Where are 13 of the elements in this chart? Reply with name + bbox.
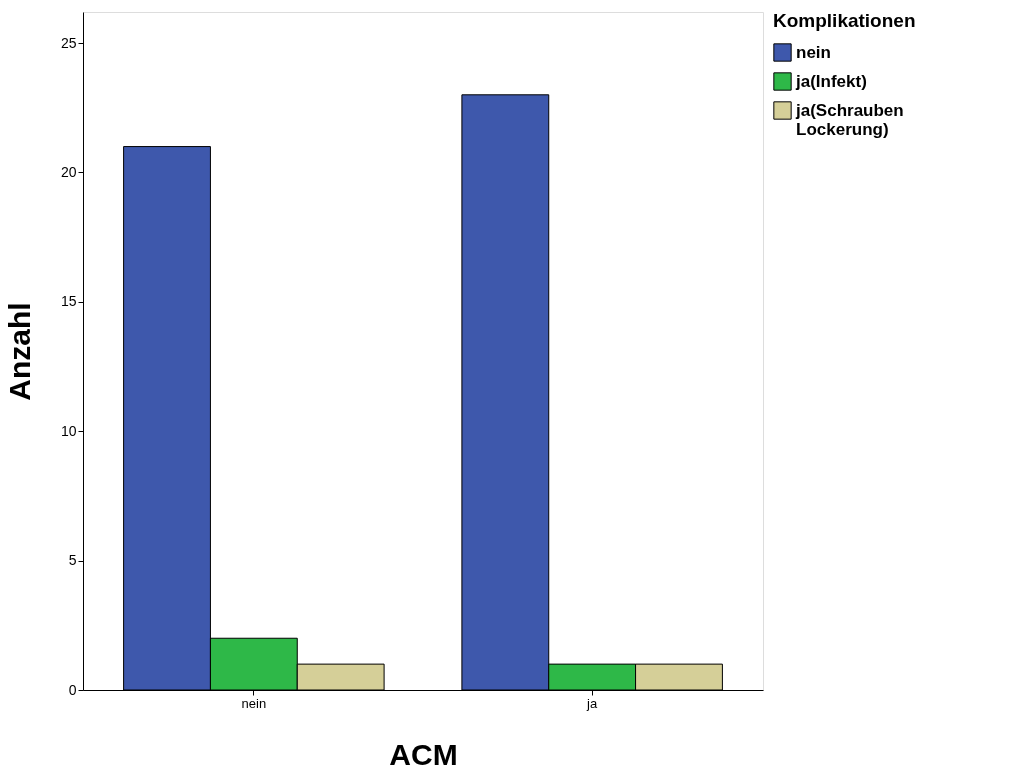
legend-label: ja(Schrauben Lockerung): [795, 100, 904, 139]
y-tick-label: 15: [60, 293, 77, 310]
legend-label: nein: [796, 42, 831, 62]
y-tick-label: 0: [68, 681, 77, 698]
y-tick-label: 20: [60, 163, 77, 180]
legend-label: ja(Infekt): [795, 71, 867, 91]
x-tick-label: ja: [586, 695, 598, 711]
y-tick-label: 25: [60, 34, 77, 51]
legend-title: Komplikationen: [773, 10, 916, 31]
y-axis-title: Anzahl: [2, 302, 36, 401]
x-axis-title: ACM: [389, 737, 458, 771]
y-tick-label: 10: [60, 422, 77, 439]
y-tick-label: 5: [68, 552, 77, 569]
